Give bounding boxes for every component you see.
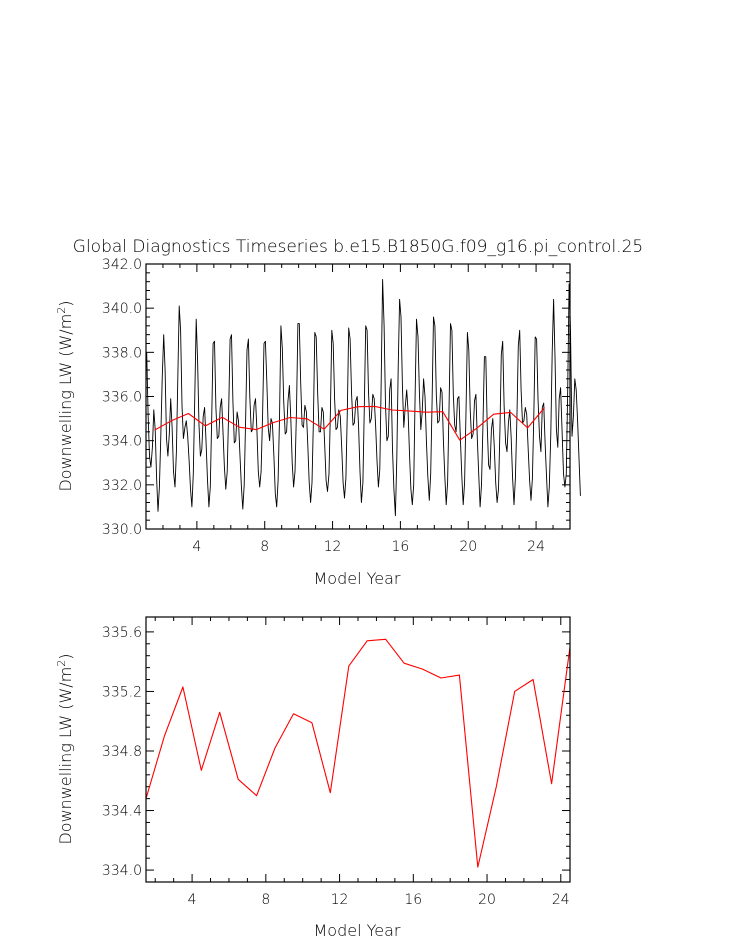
- x-tick-label: 8: [260, 539, 269, 555]
- y-tick-label: 342.0: [102, 257, 142, 273]
- y-axis-annual: 334.0 334.4 334.8 335.2 335.6: [102, 625, 570, 879]
- x-tick-label: 20: [478, 892, 496, 908]
- y-axis-label-annual: Downwelling LW (W/m2): [55, 653, 75, 844]
- series-layer-monthly: [146, 279, 581, 517]
- y-tick-label: 335.6: [102, 625, 142, 641]
- y-axis-monthly: 330.0 332.0 334.0 336.0 338.0 340.0 342.0: [102, 257, 570, 538]
- y-axis-label-monthly: Downwelling LW (W/m2): [55, 300, 75, 491]
- x-tick-label: 12: [324, 539, 342, 555]
- y-tick-label: 334.0: [102, 863, 142, 879]
- plot-frame-annual: [145, 616, 571, 883]
- timeseries-panel-monthly: 330.0 332.0 334.0 336.0 338.0 340.0 342.0 4 8 12…: [55, 257, 581, 588]
- x-axis-annual: 4 8 12 16 20 24: [154, 617, 570, 908]
- x-tick-label: 24: [527, 539, 545, 555]
- x-tick-label: 4: [188, 892, 197, 908]
- timeseries-panel-annual: 334.0 334.4 334.8 335.2 335.6 4 8 12 16 20 24 Mod…: [55, 616, 571, 940]
- figure-title: Global Diagnostics Timeseries b.e15.B185…: [73, 237, 643, 257]
- series-line-monthly-monthly: [146, 279, 581, 517]
- y-tick-label: 334.8: [102, 744, 142, 760]
- y-tick-label: 340.0: [102, 301, 142, 317]
- x-tick-label: 24: [552, 892, 570, 908]
- y-tick-label: 338.0: [102, 345, 142, 361]
- y-tick-label: 330.0: [102, 522, 142, 538]
- y-tick-label: 334.0: [102, 434, 142, 450]
- x-axis-label-monthly: Model Year: [314, 569, 401, 588]
- series-line-annual-annual: [145, 638, 571, 868]
- y-tick-label: 335.2: [102, 684, 142, 700]
- x-tick-label: 4: [192, 539, 201, 555]
- x-tick-label: 16: [391, 539, 409, 555]
- x-tick-label: 16: [404, 892, 422, 908]
- x-axis-label-annual: Model Year: [314, 921, 401, 940]
- series-line-monthly-annual: [154, 405, 546, 441]
- y-tick-label: 332.0: [102, 478, 142, 494]
- y-tick-label: 334.4: [102, 804, 142, 820]
- x-axis-monthly: 4 8 12 16 20 24: [145, 264, 571, 555]
- x-tick-label: 20: [459, 539, 477, 555]
- plot-frame-monthly: [145, 263, 571, 530]
- y-tick-label: 336.0: [102, 390, 142, 406]
- x-tick-label: 8: [261, 892, 270, 908]
- series-layer-annual: [145, 638, 571, 868]
- x-tick-label: 12: [331, 892, 349, 908]
